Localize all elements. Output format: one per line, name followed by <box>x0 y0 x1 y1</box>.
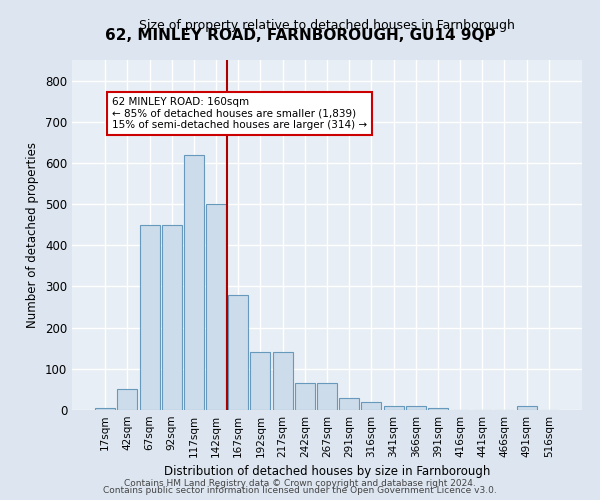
Bar <box>162 224 182 410</box>
Bar <box>184 154 204 410</box>
Text: 62 MINLEY ROAD: 160sqm
← 85% of detached houses are smaller (1,839)
15% of semi-: 62 MINLEY ROAD: 160sqm ← 85% of detached… <box>112 97 367 130</box>
Bar <box>140 224 160 410</box>
Bar <box>295 383 315 410</box>
Bar <box>317 383 337 410</box>
Y-axis label: Number of detached properties: Number of detached properties <box>26 142 40 328</box>
Bar <box>517 406 536 410</box>
Bar <box>228 294 248 410</box>
Bar <box>95 408 115 410</box>
Bar <box>428 408 448 410</box>
Title: Size of property relative to detached houses in Farnborough: Size of property relative to detached ho… <box>139 20 515 32</box>
Text: Contains public sector information licensed under the Open Government Licence v3: Contains public sector information licen… <box>103 486 497 495</box>
X-axis label: Distribution of detached houses by size in Farnborough: Distribution of detached houses by size … <box>164 466 490 478</box>
Bar <box>272 352 293 410</box>
Bar <box>118 390 137 410</box>
Bar <box>250 352 271 410</box>
Bar <box>406 406 426 410</box>
Bar <box>339 398 359 410</box>
Bar <box>361 402 382 410</box>
Bar <box>383 406 404 410</box>
Bar <box>206 204 226 410</box>
Text: 62, MINLEY ROAD, FARNBOROUGH, GU14 9QP: 62, MINLEY ROAD, FARNBOROUGH, GU14 9QP <box>104 28 496 42</box>
Text: Contains HM Land Registry data © Crown copyright and database right 2024.: Contains HM Land Registry data © Crown c… <box>124 478 476 488</box>
